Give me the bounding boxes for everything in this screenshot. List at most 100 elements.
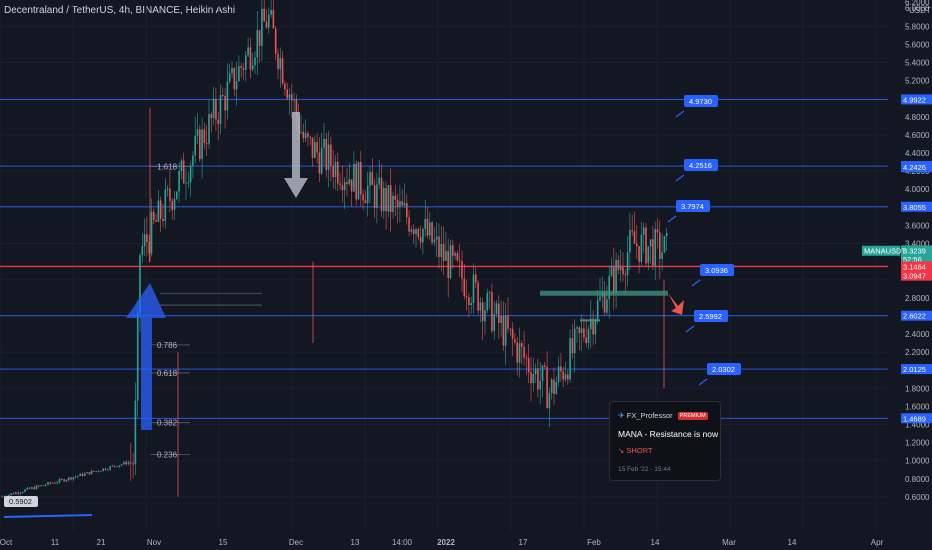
idea-popup[interactable]: ✈ FX_Professor PREMIUM MANA - Resistance… <box>609 401 721 481</box>
candle <box>477 282 479 311</box>
price-tag <box>901 201 932 212</box>
candle <box>357 161 360 200</box>
candle <box>56 482 58 484</box>
candle <box>247 47 249 56</box>
price-tag <box>901 270 932 281</box>
candle <box>67 477 70 480</box>
candle <box>279 58 282 70</box>
candle <box>63 479 65 482</box>
callout-box <box>700 264 734 276</box>
candle <box>360 161 362 195</box>
x-tick-label: 2022 <box>437 538 455 547</box>
candle <box>665 233 668 237</box>
candle <box>332 165 334 178</box>
candle <box>590 318 592 330</box>
candle <box>196 129 199 136</box>
y-tick-label: 1.0000 <box>905 457 930 466</box>
candle <box>640 234 643 262</box>
x-tick-label: 21 <box>97 538 106 547</box>
x-tick-label: Apr <box>871 538 884 547</box>
candle <box>274 28 277 54</box>
candle <box>472 274 475 303</box>
candle <box>422 228 424 243</box>
candle <box>228 73 231 82</box>
candle <box>440 243 443 257</box>
candle <box>447 251 449 278</box>
candle <box>619 267 622 271</box>
popup-message: MANA - Resistance is now <box>618 429 719 439</box>
candle <box>613 266 615 293</box>
candle <box>479 302 482 311</box>
candle <box>159 200 162 219</box>
price-tag <box>901 261 932 272</box>
candle <box>245 55 247 70</box>
candle <box>378 177 380 185</box>
candle <box>86 472 88 474</box>
y-tick-label: 5.2000 <box>905 77 930 86</box>
candle <box>663 236 666 253</box>
candle <box>311 137 314 158</box>
y-tick-label: 4.6000 <box>905 131 930 140</box>
candle <box>300 131 302 133</box>
y-tick-label: 0.8000 <box>905 475 930 484</box>
candles <box>1 0 668 499</box>
candle <box>638 246 640 262</box>
candle <box>560 366 562 372</box>
price-tag-label: 4.2426 <box>903 163 926 172</box>
candle <box>406 202 408 218</box>
candle <box>488 292 491 293</box>
callout-label: 2.5992 <box>699 312 722 321</box>
callout-box <box>694 310 728 322</box>
candle <box>38 485 40 487</box>
candle <box>224 95 226 111</box>
y-tick-label: 1.8000 <box>905 384 930 393</box>
candle <box>118 465 121 467</box>
candle <box>199 129 201 160</box>
candle <box>557 366 560 382</box>
y-tick-label: 1.4000 <box>905 421 930 430</box>
candle <box>410 229 413 232</box>
popup-timestamp: 15 Feb '22 - 15:44 <box>618 466 671 473</box>
y-tick-label: 4.8000 <box>905 113 930 122</box>
candle <box>293 99 295 101</box>
candle <box>580 328 583 333</box>
callout-label: 3.7974 <box>681 202 704 211</box>
candle <box>445 251 447 261</box>
candle <box>111 465 114 467</box>
candle <box>205 143 208 144</box>
candle <box>240 66 242 68</box>
callout-pointer <box>675 110 685 118</box>
candle <box>599 296 601 301</box>
candle <box>17 492 19 494</box>
y-tick-label: 2.2000 <box>905 348 930 357</box>
price-tag-label: 2.0125 <box>903 365 926 374</box>
fib-label: 0.382 <box>157 419 178 428</box>
candle <box>484 310 486 322</box>
rocket-icon: ✈ <box>618 411 625 420</box>
popup-author[interactable]: FX_Professor <box>626 411 673 420</box>
candle <box>399 201 401 208</box>
candle <box>433 239 436 243</box>
y-axis-unit: USDT <box>909 6 931 15</box>
candle <box>212 98 215 119</box>
candle <box>592 318 594 335</box>
candle <box>65 479 68 482</box>
x-tick-label: 13 <box>351 538 360 547</box>
candle <box>521 343 523 347</box>
candle <box>277 53 279 70</box>
candle <box>254 57 256 66</box>
candle <box>309 136 311 138</box>
popup-signal: ↘ SHORT <box>618 446 653 455</box>
candle <box>564 374 567 380</box>
popup-author-row: ✈ FX_Professor PREMIUM <box>618 411 708 420</box>
price-tag-label: 52:56 <box>903 255 922 264</box>
candle <box>307 133 309 137</box>
candle <box>84 473 86 476</box>
candle <box>343 182 346 191</box>
candle <box>656 229 659 233</box>
candle <box>272 9 275 29</box>
candle <box>608 275 610 300</box>
candle <box>573 328 576 354</box>
candle <box>401 201 403 206</box>
